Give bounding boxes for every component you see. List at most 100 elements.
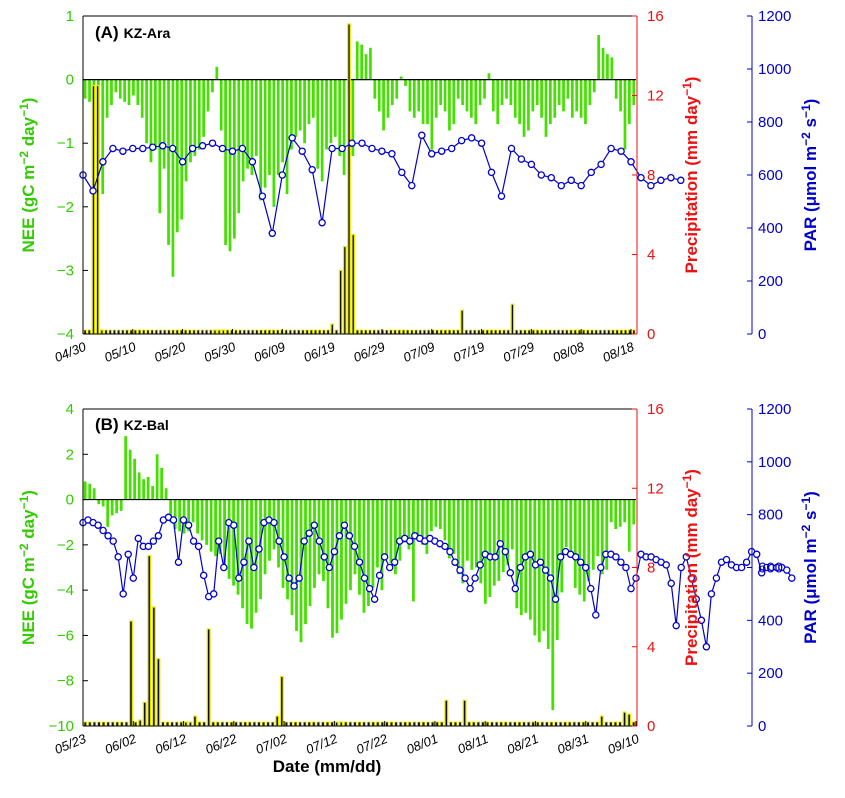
- precipitation-bar: [334, 329, 339, 335]
- date-tick-label: 06/12: [153, 731, 189, 757]
- par-point: [149, 537, 158, 545]
- par-point: [587, 168, 595, 177]
- par-point: [441, 542, 449, 551]
- nee-bar: [578, 499, 582, 595]
- precipitation-bar: [170, 721, 174, 727]
- precipitation-bar: [572, 721, 577, 727]
- precipitation-bar: [121, 329, 125, 335]
- precipitation-bar: [468, 329, 473, 335]
- par-point: [557, 181, 566, 190]
- nee-bar: [128, 449, 132, 500]
- par-point: [647, 181, 655, 190]
- precipitation-bar: [129, 620, 133, 727]
- precipitation-bar: [312, 721, 316, 727]
- par-point: [109, 144, 117, 153]
- nee-bar: [474, 79, 478, 125]
- nee-bar: [133, 458, 137, 500]
- par-point: [144, 542, 153, 551]
- par-point: [328, 144, 336, 153]
- par-point: [527, 160, 536, 169]
- par-tick-label: 600: [758, 167, 783, 184]
- nee-bar: [232, 499, 235, 586]
- nee-bar: [478, 79, 482, 106]
- precipitation-bar: [284, 721, 289, 727]
- precipitation-bar: [154, 329, 158, 335]
- precipitation-bar: [552, 329, 556, 335]
- precipitation-tick-label: 4: [647, 639, 655, 656]
- par-point: [757, 569, 766, 577]
- nee-bar: [408, 79, 412, 112]
- nee-bar: [268, 499, 271, 561]
- par-point: [168, 144, 177, 153]
- par-point: [487, 168, 496, 177]
- precipitation-bar: [334, 721, 339, 727]
- par-point: [556, 553, 565, 561]
- nee-bar: [224, 79, 227, 245]
- nee-bar: [531, 79, 535, 112]
- par-point: [408, 181, 416, 190]
- nee-bar: [322, 499, 325, 582]
- precipitation-bar: [410, 329, 414, 335]
- precipitation-bar: [490, 721, 494, 727]
- precipitation-bar: [206, 628, 211, 727]
- nee-bar: [371, 499, 375, 588]
- par-point: [390, 558, 399, 566]
- par-point: [114, 553, 122, 561]
- precipitation-bar: [456, 329, 460, 335]
- par-point: [742, 558, 751, 566]
- precipitation-bar: [449, 721, 453, 727]
- nee-bar: [591, 499, 595, 570]
- precipitation-bar: [133, 329, 138, 335]
- precipitation-bar: [129, 329, 133, 335]
- nee-bar: [263, 499, 267, 575]
- nee-bar: [250, 79, 254, 175]
- nee-bar: [167, 79, 170, 245]
- nee-bar: [364, 54, 368, 80]
- nee-bar: [483, 79, 486, 99]
- nee-bar: [173, 499, 177, 530]
- nee-bar: [376, 499, 379, 568]
- precipitation-bar: [503, 721, 508, 727]
- precipitation-bar: [305, 329, 309, 335]
- par-point: [228, 147, 237, 155]
- precipitation-bar: [447, 329, 452, 335]
- precipitation-bar: [251, 329, 255, 335]
- precipitation-bar: [106, 721, 110, 727]
- par-point: [370, 595, 379, 603]
- par-tick-label: 400: [758, 612, 783, 629]
- precipitation-bar: [95, 84, 100, 335]
- precipitation-bar: [407, 721, 412, 727]
- par-point: [406, 537, 414, 545]
- nee-bar: [399, 76, 403, 80]
- date-tick-label: 05/30: [202, 339, 238, 365]
- precipitation-bar: [422, 329, 427, 335]
- par-point: [355, 558, 364, 566]
- precipitation-bar: [631, 721, 636, 727]
- par-point: [662, 561, 670, 569]
- date-tick-label: 07/19: [451, 339, 487, 365]
- nee-bar: [600, 499, 604, 575]
- nee-bar: [434, 79, 438, 118]
- nee-bar: [614, 499, 618, 530]
- nee-bar: [382, 79, 385, 131]
- par-point: [491, 553, 499, 561]
- nee-bar: [470, 499, 474, 570]
- precipitation-bar: [567, 721, 572, 727]
- nee-bar: [479, 499, 483, 584]
- nee-bar: [452, 499, 456, 554]
- par-point: [587, 584, 595, 593]
- par-point: [158, 142, 167, 150]
- precipitation-bar: [279, 675, 284, 727]
- precipitation-bar: [556, 329, 561, 335]
- precipitation-bar: [344, 721, 348, 727]
- nee-bar: [412, 79, 416, 118]
- precipitation-bar: [192, 329, 196, 335]
- precipitation-bar: [316, 721, 321, 727]
- precipitation-bar: [156, 658, 161, 727]
- precipitation-bar: [101, 721, 106, 727]
- nee-bar: [317, 499, 321, 575]
- par-point: [617, 147, 625, 155]
- nee-tick-label: −4: [57, 582, 74, 599]
- precipitation-bar: [88, 721, 92, 727]
- precipitation-bar: [163, 329, 167, 335]
